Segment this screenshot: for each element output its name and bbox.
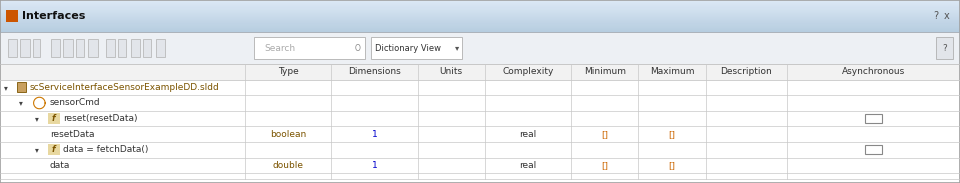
Text: Search: Search [264, 44, 295, 53]
Text: Complexity: Complexity [502, 67, 554, 76]
Bar [0, 10, 960, 11]
Bar [0, 15, 960, 16]
Bar [0, 27, 960, 28]
Bar [0, 8, 960, 9]
Bar [254, 37, 365, 59]
Text: Dimensions: Dimensions [348, 67, 400, 76]
Bar [371, 37, 462, 59]
Bar [63, 39, 73, 57]
Text: data = fetchData(): data = fetchData() [63, 145, 149, 154]
Text: f: f [52, 145, 56, 154]
Text: Dictionary View: Dictionary View [375, 44, 442, 53]
Bar [936, 37, 953, 59]
Bar [865, 145, 882, 154]
Bar [6, 10, 18, 23]
Bar [0, 28, 960, 29]
Bar [156, 39, 165, 57]
Bar [0, 16, 960, 17]
Bar [8, 39, 17, 57]
Text: scServiceInterfaceSensorExampleDD.sldd: scServiceInterfaceSensorExampleDD.sldd [30, 83, 220, 92]
Bar [0, 11, 960, 12]
Text: []: [] [668, 130, 676, 139]
Text: 1: 1 [372, 130, 377, 139]
Text: Type: Type [277, 67, 299, 76]
Bar [0, 64, 960, 80]
Bar [0, 17, 960, 18]
Bar [0, 9, 960, 10]
Bar [0, 6, 960, 8]
Bar [48, 144, 60, 155]
Bar [0, 126, 960, 142]
Text: sensorCmd: sensorCmd [50, 98, 101, 107]
Bar [0, 2, 960, 3]
Bar [88, 39, 98, 57]
Text: 1: 1 [372, 161, 377, 170]
Text: []: [] [601, 130, 609, 139]
Bar [33, 39, 40, 57]
Text: boolean: boolean [270, 130, 306, 139]
Text: Minimum: Minimum [584, 67, 626, 76]
Text: double: double [273, 161, 303, 170]
Bar [0, 26, 960, 27]
Bar [0, 21, 960, 23]
Bar [17, 82, 26, 92]
Text: resetData: resetData [50, 130, 94, 139]
Bar [0, 14, 960, 15]
Text: ▾: ▾ [19, 98, 23, 107]
Text: Units: Units [440, 67, 463, 76]
Bar [131, 39, 140, 57]
Bar [0, 142, 960, 158]
Bar [51, 39, 60, 57]
Bar [0, 4, 960, 5]
Bar [0, 3, 960, 4]
Text: []: [] [668, 161, 676, 170]
Bar [143, 39, 151, 57]
Bar [0, 80, 960, 95]
Bar [865, 114, 882, 123]
Bar [0, 23, 960, 25]
Text: data: data [50, 161, 70, 170]
Text: ▾: ▾ [35, 145, 38, 154]
Text: ▾: ▾ [4, 83, 8, 92]
Bar [0, 32, 960, 64]
Bar [0, 20, 960, 21]
Text: x: x [944, 11, 949, 21]
Bar [118, 39, 126, 57]
Text: []: [] [601, 161, 609, 170]
Bar [76, 39, 84, 57]
Bar [0, 18, 960, 19]
Bar [0, 0, 960, 1]
Bar [0, 1, 960, 2]
Bar [0, 30, 960, 31]
Text: ▾: ▾ [455, 44, 459, 53]
Bar [0, 111, 960, 126]
Bar [0, 19, 960, 20]
Bar [0, 12, 960, 13]
Text: f: f [52, 114, 56, 123]
Text: Asynchronous: Asynchronous [842, 67, 905, 76]
Bar [0, 13, 960, 14]
Bar [0, 158, 960, 173]
Text: ?: ? [934, 11, 939, 21]
Bar [0, 25, 960, 26]
Text: ?: ? [943, 44, 947, 53]
Bar [48, 113, 60, 124]
Text: O: O [354, 44, 360, 53]
Text: reset(resetData): reset(resetData) [63, 114, 138, 123]
Text: real: real [519, 130, 537, 139]
Bar [0, 95, 960, 111]
Text: Maximum: Maximum [650, 67, 694, 76]
Bar [0, 29, 960, 30]
Bar [106, 39, 115, 57]
Text: real: real [519, 161, 537, 170]
Text: Interfaces: Interfaces [22, 11, 85, 21]
Bar [20, 39, 30, 57]
Bar [0, 5, 960, 6]
Bar [0, 31, 960, 32]
Text: Description: Description [721, 67, 772, 76]
Text: ▾: ▾ [35, 114, 38, 123]
